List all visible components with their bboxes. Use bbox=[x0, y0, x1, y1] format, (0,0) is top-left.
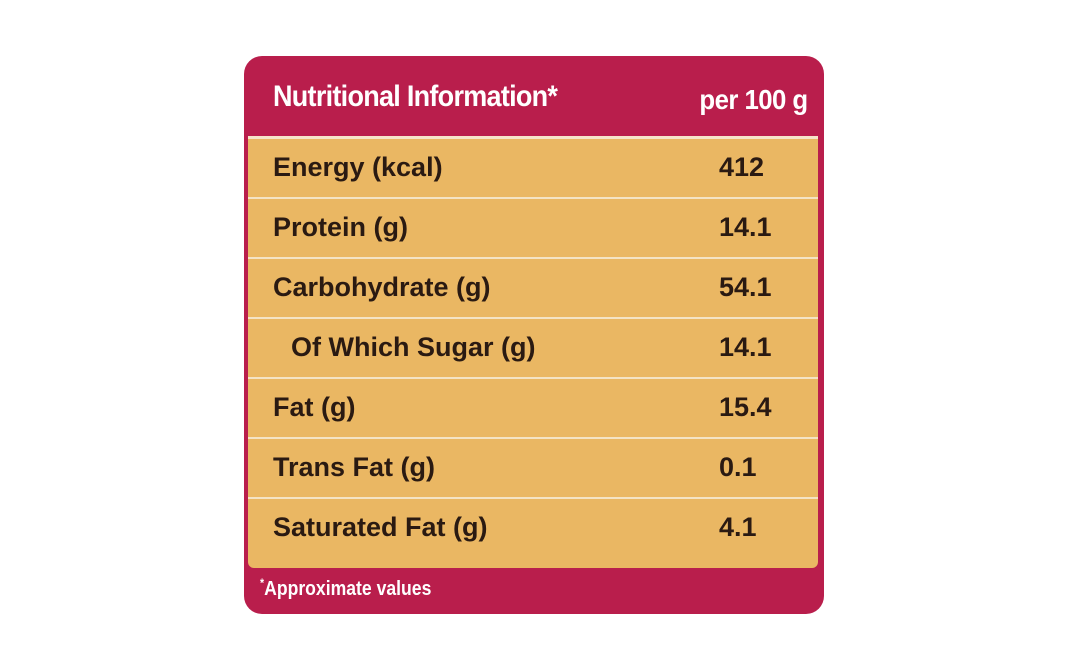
footnote-text: Approximate values bbox=[264, 578, 432, 600]
nutrient-label: Fat (g) bbox=[273, 392, 356, 422]
table-row: Saturated Fat (g) 4.1 bbox=[248, 499, 818, 557]
header-divider bbox=[248, 136, 818, 139]
nutrient-value: 412 bbox=[719, 152, 765, 182]
serving-basis: per 100 g bbox=[699, 84, 809, 115]
table-row: Energy (kcal) 412 bbox=[248, 139, 818, 199]
nutrient-value: 0.1 bbox=[719, 452, 757, 482]
nutrient-label: Carbohydrate (g) bbox=[273, 272, 491, 302]
table-row: Of Which Sugar (g) 14.1 bbox=[248, 319, 818, 379]
nutrient-value: 15.4 bbox=[719, 392, 772, 422]
nutrient-label: Trans Fat (g) bbox=[273, 452, 436, 482]
nutrient-value: 14.1 bbox=[719, 332, 772, 362]
nutrient-value: 14.1 bbox=[719, 212, 772, 242]
nutrient-label: Protein (g) bbox=[273, 212, 408, 242]
nutrition-header: Nutritional Information* per 100 g bbox=[244, 56, 824, 138]
nutrient-label: Of Which Sugar (g) bbox=[291, 332, 536, 362]
footnote: *Approximate values bbox=[260, 576, 431, 601]
table-row: Carbohydrate (g) 54.1 bbox=[248, 259, 818, 319]
footnote-marker: * bbox=[260, 576, 265, 590]
table-row: Trans Fat (g) 0.1 bbox=[248, 439, 818, 499]
nutrient-label: Energy (kcal) bbox=[273, 152, 443, 182]
table-row: Protein (g) 14.1 bbox=[248, 199, 818, 259]
nutrient-label: Saturated Fat (g) bbox=[273, 512, 488, 542]
nutrition-table: Energy (kcal) 412 Protein (g) 14.1 Carbo… bbox=[248, 139, 818, 568]
nutrition-panel: Nutritional Information* per 100 g Energ… bbox=[244, 56, 824, 614]
table-row: Fat (g) 15.4 bbox=[248, 379, 818, 439]
nutrient-value: 54.1 bbox=[719, 272, 772, 302]
nutrition-title: Nutritional Information* bbox=[273, 80, 558, 113]
nutrient-value: 4.1 bbox=[719, 512, 757, 542]
